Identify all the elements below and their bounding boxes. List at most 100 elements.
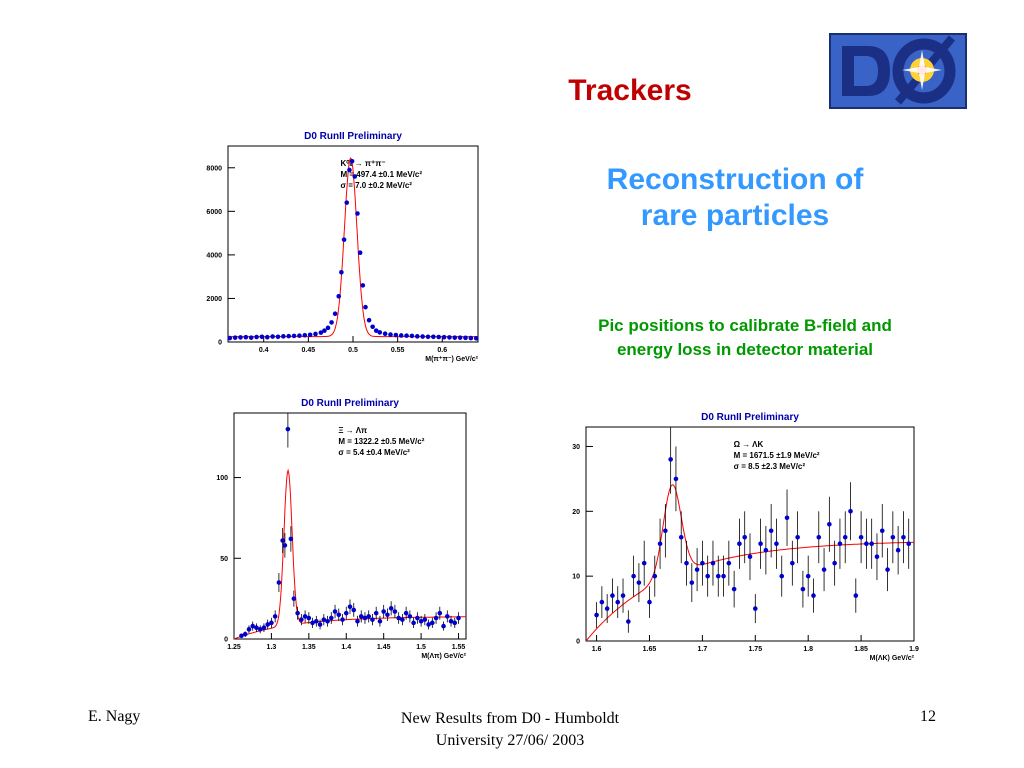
- data-point: [431, 334, 436, 340]
- logo-flare-rays: [902, 50, 942, 90]
- data-point: [620, 593, 626, 598]
- x-axis-label: M(ΛK) GeV/c²: [870, 655, 915, 662]
- data-point: [842, 534, 848, 540]
- data-point: [280, 538, 285, 543]
- data-point: [848, 509, 853, 514]
- data-point: [370, 617, 375, 622]
- x-tick-label: 1.85: [854, 646, 868, 653]
- note-line-1: Pic positions to calibrate B-field and: [598, 316, 892, 335]
- data-point: [295, 610, 300, 616]
- data-point: [355, 618, 360, 624]
- data-point: [864, 541, 869, 547]
- data-point: [452, 335, 458, 340]
- data-point: [684, 560, 689, 566]
- data-point: [641, 560, 647, 566]
- data-point: [403, 610, 409, 616]
- data-point: [599, 599, 605, 605]
- fit-annotation: Ξ → Λπ: [338, 426, 367, 435]
- subtitle-line-2: rare particles: [640, 199, 830, 232]
- fit-annotation: M = 1671.5 ±1.9 MeV/c²: [734, 451, 820, 460]
- data-point: [673, 476, 679, 482]
- data-point: [663, 528, 668, 534]
- data-point: [422, 617, 428, 622]
- logo-letter-d: [842, 46, 890, 96]
- footer-title-line-1: New Results from D0 - Humboldt: [400, 710, 620, 727]
- data-point: [418, 618, 424, 624]
- data-point: [790, 560, 795, 566]
- data-point: [297, 333, 302, 338]
- data-point: [377, 618, 383, 624]
- fit-annotation: Ω → ΛK: [734, 440, 764, 449]
- data-point: [400, 617, 405, 622]
- data-point: [652, 573, 658, 579]
- y-tick-label: 6000: [206, 209, 222, 216]
- y-tick-label: 10: [572, 574, 580, 581]
- y-tick-label: 50: [220, 556, 228, 563]
- data-point: [381, 609, 386, 614]
- data-point: [869, 541, 874, 547]
- x-tick-label: 0.45: [302, 347, 316, 354]
- plot-frame: [585, 426, 915, 642]
- data-point: [715, 573, 721, 579]
- data-point: [447, 335, 452, 340]
- slide-subtitle: Reconstruction of rare particles: [540, 162, 930, 234]
- data-point: [468, 335, 474, 341]
- fit-annotation: σ = 8.5 ±2.3 MeV/c²: [734, 462, 806, 471]
- data-point: [393, 332, 399, 338]
- y-tick-label: 0: [224, 637, 228, 644]
- data-point: [425, 334, 431, 340]
- data-point: [879, 528, 885, 534]
- data-point: [437, 610, 443, 616]
- data-point: [392, 609, 398, 614]
- data-point: [302, 332, 308, 338]
- data-point: [430, 620, 435, 626]
- data-point: [385, 612, 390, 618]
- y-tick-label: 8000: [206, 165, 222, 172]
- data-point: [705, 573, 710, 579]
- data-point: [325, 618, 330, 624]
- x-tick-label: 1.6: [592, 646, 602, 653]
- data-point: [239, 633, 244, 639]
- x-tick-label: 1.7: [698, 646, 708, 653]
- data-point: [373, 610, 379, 616]
- data-point: [355, 211, 360, 216]
- data-point: [763, 547, 769, 553]
- fit-annotation: M = 497.4 ±0.1 MeV/c²: [341, 170, 423, 179]
- data-point: [322, 328, 327, 333]
- data-point: [347, 167, 352, 173]
- data-point: [288, 536, 294, 542]
- data-point: [281, 334, 286, 339]
- data-point: [636, 580, 642, 585]
- data-point: [463, 335, 468, 341]
- data-point: [360, 283, 366, 288]
- data-point: [657, 541, 663, 547]
- x-tick-label: 1.45: [377, 644, 391, 651]
- data-point: [341, 237, 347, 242]
- data-point: [254, 625, 259, 630]
- omega-mass-plot: D0 RunII Preliminary 1.6 1.65 1.7 1.75 1.8 1.8…: [572, 412, 919, 662]
- data-point: [254, 334, 259, 340]
- data-point: [444, 614, 450, 619]
- data-point: [747, 554, 753, 559]
- x-tick-label: 1.3: [267, 644, 277, 651]
- x-axis-label: M(π⁺π⁻) GeV/c²: [425, 356, 478, 363]
- data-point: [816, 534, 822, 540]
- x-axis-label: M(Λπ) GeV/c²: [421, 653, 466, 660]
- data-point: [242, 631, 248, 637]
- y-tick-label: 100: [216, 475, 228, 482]
- xi-mass-plot: D0 RunII Preliminary 1.25 1.3 1.35 1.4 1.45 1.…: [216, 398, 466, 660]
- data-point: [269, 620, 274, 626]
- data-point: [752, 606, 758, 611]
- data-point: [321, 617, 327, 622]
- x-tick-label: 1.55: [452, 644, 466, 651]
- data-point: [347, 604, 353, 610]
- data-point: [272, 614, 278, 619]
- data-point: [317, 622, 323, 627]
- data-point: [339, 270, 344, 275]
- fit-annotation: K⁰ₛ → π⁺π⁻: [341, 159, 386, 168]
- data-point: [441, 334, 447, 340]
- data-point: [409, 333, 415, 339]
- data-point: [306, 615, 312, 621]
- footer-author: E. Nagy: [88, 708, 141, 725]
- data-point: [362, 615, 368, 621]
